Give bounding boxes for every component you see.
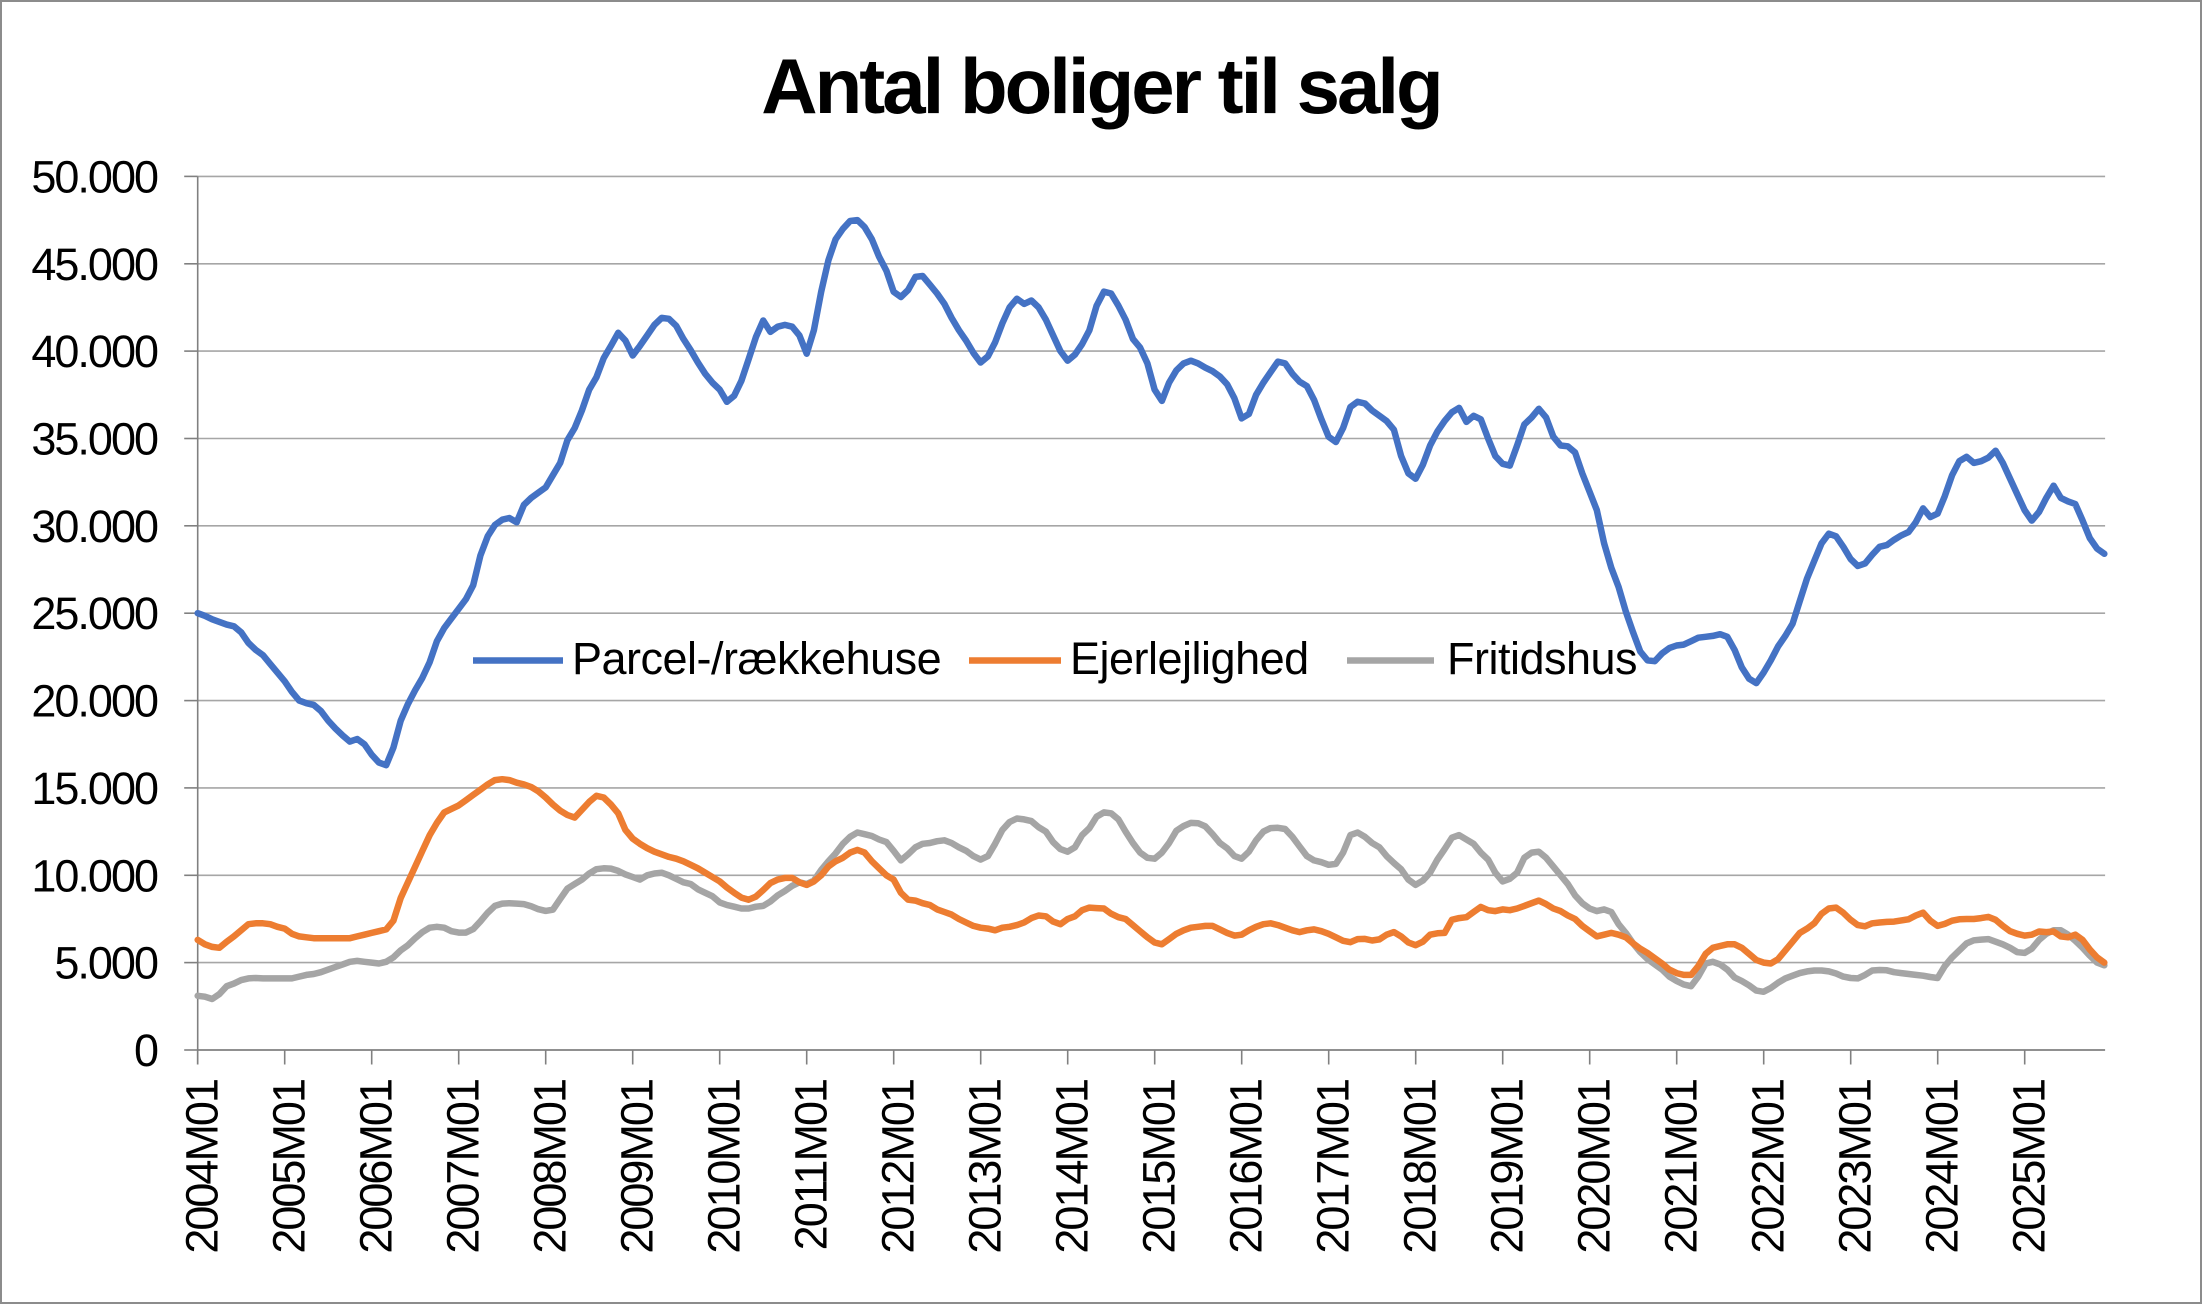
- svg-text:2023M01: 2023M01: [1830, 1080, 1881, 1254]
- svg-text:Parcel-/rækkehuse: Parcel-/rækkehuse: [572, 633, 941, 684]
- svg-text:2011M01: 2011M01: [786, 1080, 837, 1250]
- svg-text:2007M01: 2007M01: [438, 1080, 489, 1254]
- svg-text:2018M01: 2018M01: [1395, 1080, 1446, 1254]
- svg-text:0: 0: [134, 1025, 158, 1076]
- svg-text:10.000: 10.000: [31, 850, 158, 901]
- svg-text:Ejerlejlighed: Ejerlejlighed: [1070, 633, 1309, 684]
- svg-text:2017M01: 2017M01: [1308, 1080, 1359, 1254]
- svg-text:2020M01: 2020M01: [1569, 1080, 1620, 1254]
- svg-text:2025M01: 2025M01: [2004, 1080, 2055, 1254]
- svg-text:2019M01: 2019M01: [1482, 1080, 1533, 1254]
- svg-text:2005M01: 2005M01: [264, 1080, 315, 1254]
- svg-text:2010M01: 2010M01: [699, 1080, 750, 1254]
- svg-text:2021M01: 2021M01: [1656, 1080, 1707, 1254]
- svg-text:2014M01: 2014M01: [1047, 1080, 1098, 1254]
- svg-text:2004M01: 2004M01: [177, 1080, 228, 1254]
- svg-text:2022M01: 2022M01: [1743, 1080, 1794, 1254]
- svg-text:15.000: 15.000: [31, 763, 158, 814]
- svg-text:30.000: 30.000: [31, 501, 158, 552]
- svg-text:2012M01: 2012M01: [873, 1080, 924, 1254]
- svg-text:2016M01: 2016M01: [1221, 1080, 1272, 1254]
- svg-text:Fritidshus: Fritidshus: [1447, 633, 1637, 684]
- svg-text:2009M01: 2009M01: [612, 1080, 663, 1254]
- svg-text:Antal boliger til salg: Antal boliger til salg: [761, 42, 1440, 130]
- svg-text:2006M01: 2006M01: [351, 1080, 402, 1254]
- svg-text:35.000: 35.000: [31, 414, 158, 465]
- svg-text:2015M01: 2015M01: [1134, 1080, 1185, 1254]
- svg-text:2013M01: 2013M01: [960, 1080, 1011, 1254]
- svg-text:2008M01: 2008M01: [525, 1080, 576, 1254]
- svg-text:25.000: 25.000: [31, 588, 158, 639]
- svg-text:50.000: 50.000: [31, 151, 158, 202]
- svg-text:45.000: 45.000: [31, 239, 158, 290]
- svg-text:40.000: 40.000: [31, 326, 158, 377]
- svg-text:20.000: 20.000: [31, 676, 158, 727]
- svg-text:5.000: 5.000: [54, 938, 158, 989]
- svg-text:2024M01: 2024M01: [1917, 1080, 1968, 1254]
